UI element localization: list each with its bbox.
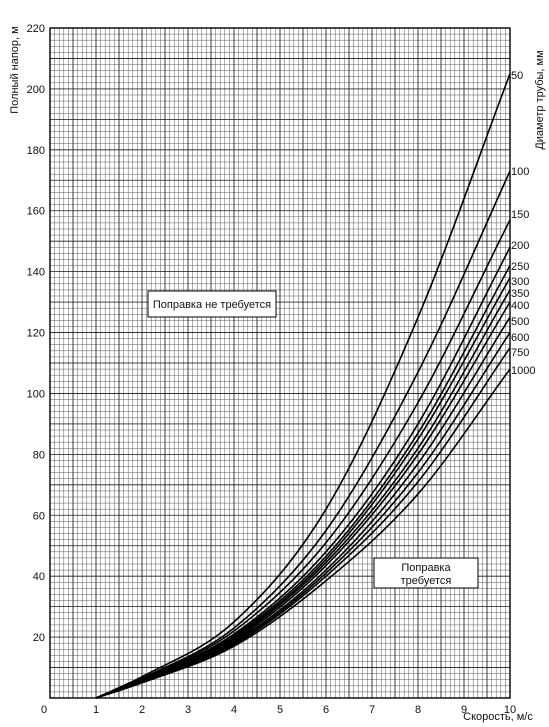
y-tick-label: 20 [33,632,45,644]
diameter-label-350: 350 [511,288,529,300]
diameter-label-100: 100 [511,166,529,178]
annotation-correction-text: Поправка требуется [401,562,452,587]
curve-d1000 [95,368,511,699]
annotation-correction: Поправка требуется [373,557,479,589]
diameter-label-300: 300 [511,276,529,288]
curve-d50 [95,73,511,699]
y-tick-label: 100 [27,388,45,400]
plot-border [49,27,511,699]
y-tick-label: 120 [27,328,45,340]
annotation-correction-box [373,557,479,589]
diameter-axis-label: Диаметр трубы, мм [534,50,546,149]
x-tick-label: 1 [93,704,99,716]
y-tick-label: 220 [27,23,45,35]
x-tick-label: 0 [41,704,47,716]
y-tick-label: 160 [27,206,45,218]
x-tick-label: 5 [277,704,283,716]
diameter-label-150: 150 [511,209,529,221]
y-tick-label: 140 [27,267,45,279]
x-tick-label: 3 [185,704,191,716]
x-tick-label: 10 [504,704,516,716]
y-tick-labels: 20 40 60 80 100 120 140 160 180 200 220 [27,23,45,644]
y-tick-label: 60 [33,510,45,522]
annotation-no-correction: Поправка не требуется [147,290,277,318]
x-tick-label: 2 [139,704,145,716]
x-tick-labels: 0 1 2 3 4 5 6 7 8 9 10 [41,704,516,716]
diameter-label-250: 250 [511,261,529,273]
y-tick-label: 40 [33,571,45,583]
x-tick-label: 8 [415,704,421,716]
x-tick-label: 9 [461,704,467,716]
x-tick-label: 7 [369,704,375,716]
x-tick-label: 4 [231,704,237,716]
annotation-no-correction-box [147,290,277,318]
curves [95,73,511,699]
y-tick-label: 180 [27,145,45,157]
diameter-label-1000: 1000 [511,365,535,377]
y-tick-label: 200 [27,84,45,96]
annotation-no-correction-text: Поправка не требуется [153,299,271,311]
diameter-label-200: 200 [511,240,529,252]
diameter-label-400: 400 [511,300,529,312]
y-axis-label: Полный напор, м [9,26,21,113]
x-tick-label: 6 [323,704,329,716]
diameter-label-750: 750 [511,347,529,359]
diameter-label-50: 50 [511,70,523,82]
diameter-label-500: 500 [511,316,529,328]
y-tick-label: 80 [33,449,45,461]
x-axis-label: Скорость, м/с [463,711,533,723]
curve-d100 [95,170,511,699]
diameter-label-600: 600 [511,332,529,344]
